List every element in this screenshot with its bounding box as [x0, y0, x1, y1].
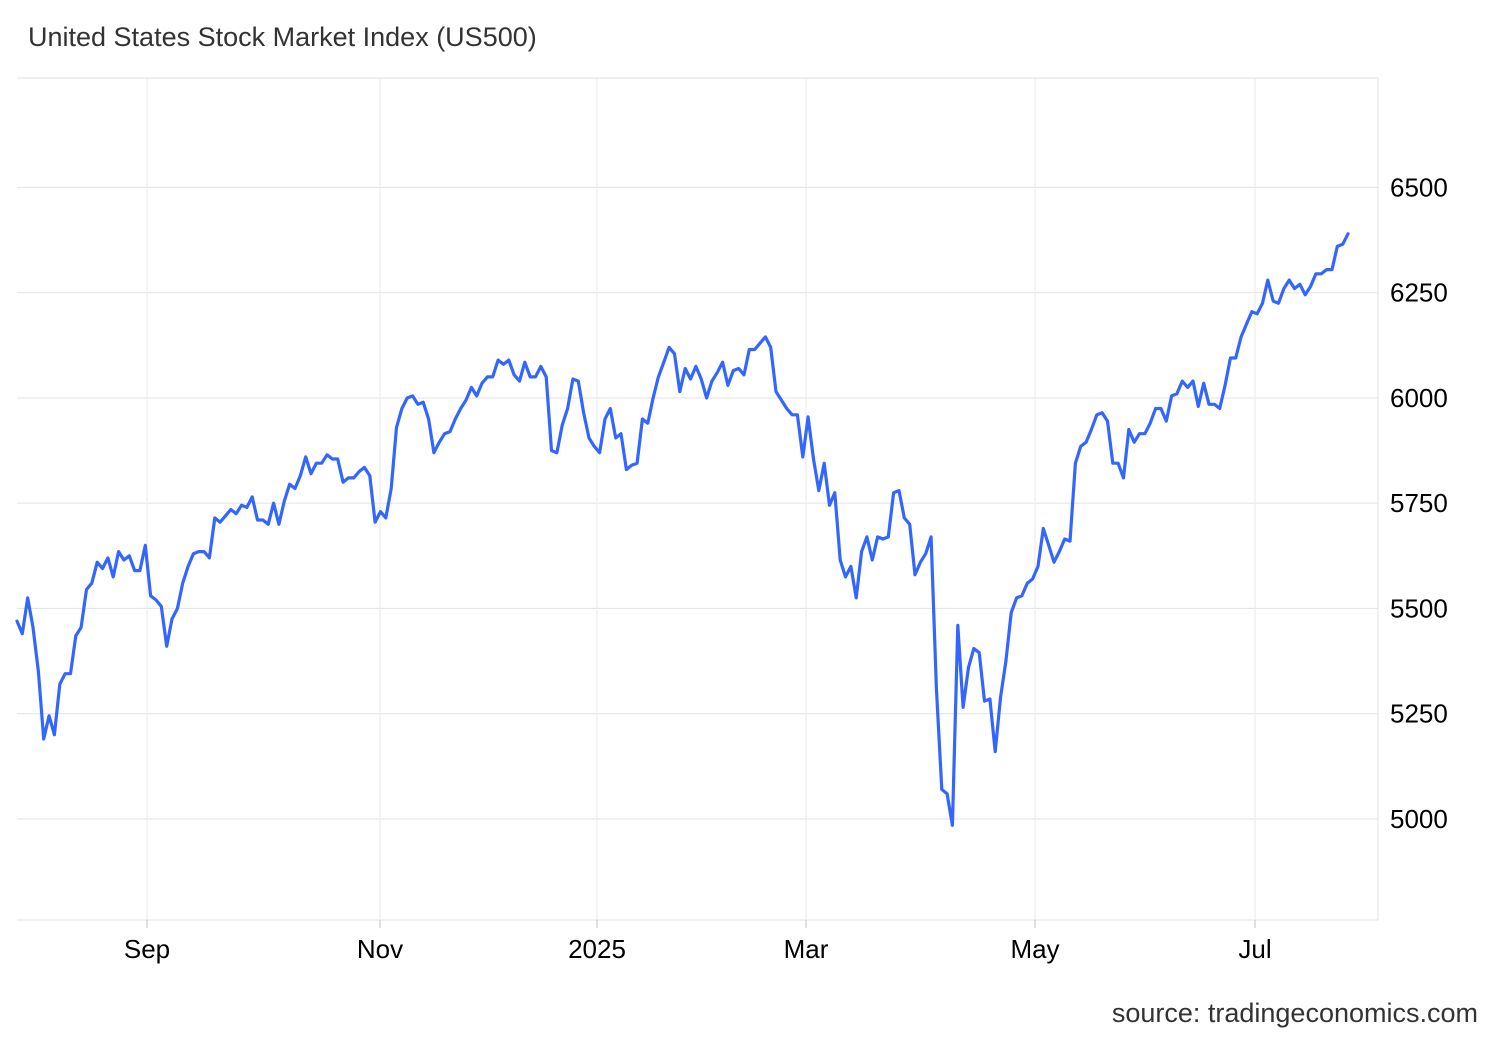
y-tick-label: 5000: [1390, 804, 1448, 834]
y-tick-label: 6250: [1390, 278, 1448, 308]
x-tick-label: Sep: [124, 934, 170, 964]
x-tick-label: Mar: [784, 934, 829, 964]
source-note: source: tradingeconomics.com: [1111, 998, 1478, 1028]
chart-title: United States Stock Market Index (US500): [28, 22, 537, 52]
x-tick-label: Jul: [1238, 934, 1271, 964]
y-tick-label: 6500: [1390, 172, 1448, 202]
y-tick-label: 6000: [1390, 383, 1448, 413]
y-tick-label: 5250: [1390, 699, 1448, 729]
x-tick-label: 2025: [568, 934, 626, 964]
series-line: [15, 232, 1350, 827]
x-tick-label: Nov: [357, 934, 403, 964]
x-tick-label: May: [1010, 934, 1059, 964]
y-tick-label: 5750: [1390, 488, 1448, 518]
y-tick-label: 5500: [1390, 593, 1448, 623]
